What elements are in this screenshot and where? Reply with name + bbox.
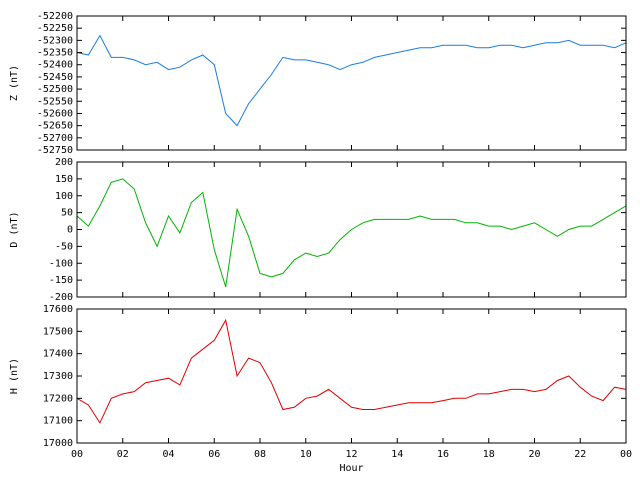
- y-tick-label: 17200: [43, 393, 73, 404]
- x-tick-label: 12: [345, 449, 357, 460]
- data-line: [76, 318, 627, 424]
- x-tick-label: 06: [208, 449, 220, 460]
- y-tick-label: 200: [55, 157, 73, 168]
- x-axis-label: Hour: [339, 463, 363, 474]
- y-tick-label: 100: [55, 191, 73, 202]
- x-tick-label: 22: [574, 449, 586, 460]
- plot-frame: [76, 308, 627, 444]
- x-tick-label: 00: [620, 449, 632, 460]
- y-tick-label: -50: [55, 241, 73, 252]
- y-tick-label: -52550: [37, 96, 73, 107]
- y-tick-label: 0: [67, 225, 73, 236]
- y-tick-label: -52500: [37, 84, 73, 95]
- y-tick-label: -200: [49, 292, 73, 303]
- data-line: [76, 178, 627, 288]
- y-tick-label: 17300: [43, 371, 73, 382]
- y-tick-label: -150: [49, 275, 73, 286]
- y-tick-label: 17600: [43, 304, 73, 315]
- y-tick-label: -52700: [37, 133, 73, 144]
- y-axis-label: Z (nT): [9, 65, 20, 101]
- y-tick-label: -52350: [37, 48, 73, 59]
- y-tick-label: -52650: [37, 121, 73, 132]
- y-tick-label: -52300: [37, 35, 73, 46]
- x-tick-label: 04: [162, 449, 174, 460]
- y-tick-label: 50: [61, 208, 73, 219]
- x-tick-label: 02: [117, 449, 129, 460]
- x-tick-label: 16: [437, 449, 449, 460]
- x-tick-label: 10: [300, 449, 312, 460]
- y-tick-label: -52400: [37, 60, 73, 71]
- y-axis-label: H (nT): [9, 358, 20, 394]
- y-tick-label: -52450: [37, 72, 73, 83]
- plot-frame: [76, 15, 627, 151]
- y-tick-label: 17100: [43, 416, 73, 427]
- x-tick-label: 14: [391, 449, 403, 460]
- x-tick-label: 18: [483, 449, 495, 460]
- y-tick-label: 17000: [43, 438, 73, 449]
- y-tick-label: 17500: [43, 326, 73, 337]
- y-tick-label: -52600: [37, 108, 73, 119]
- y-tick-label: -52200: [37, 11, 73, 22]
- x-tick-label: 20: [528, 449, 540, 460]
- y-tick-label: -52750: [37, 145, 73, 156]
- y-tick-label: -52250: [37, 23, 73, 34]
- y-tick-label: -100: [49, 258, 73, 269]
- x-tick-label: 08: [254, 449, 266, 460]
- x-tick-label: 00: [71, 449, 83, 460]
- y-tick-label: 17400: [43, 349, 73, 360]
- data-line: [76, 34, 627, 127]
- y-tick-label: 150: [55, 174, 73, 185]
- y-axis-label: D (nT): [9, 211, 20, 247]
